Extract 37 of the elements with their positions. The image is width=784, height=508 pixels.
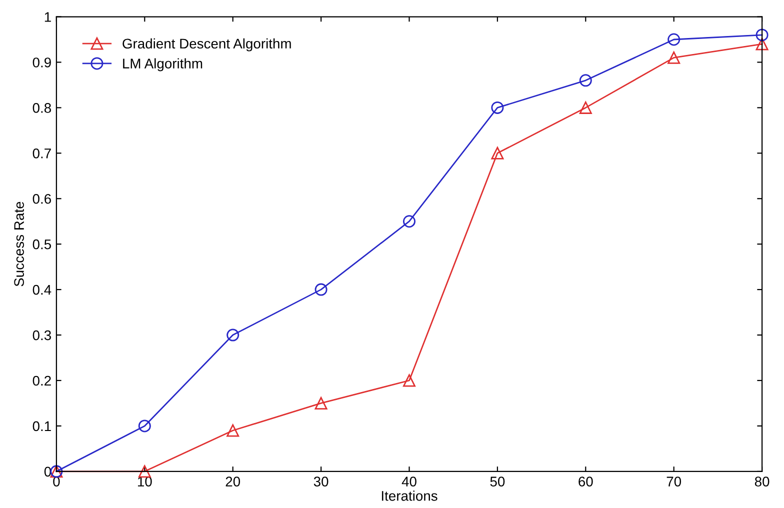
y-tick-label: 0.9 bbox=[32, 58, 51, 68]
point bbox=[403, 215, 416, 228]
point bbox=[756, 38, 768, 50]
point bbox=[314, 396, 328, 410]
x-tick-label: 20 bbox=[226, 476, 240, 486]
x-tick-label: 80 bbox=[754, 476, 770, 486]
x-tick-label: 40 bbox=[402, 476, 416, 486]
point bbox=[226, 328, 240, 342]
point bbox=[314, 283, 328, 296]
y-tick-label: 0.5 bbox=[32, 239, 52, 250]
y-tick-label: 0.4 bbox=[32, 284, 52, 295]
x-tick-label: 60 bbox=[578, 476, 593, 486]
point bbox=[491, 146, 504, 160]
y-tick-label: 0.1 bbox=[32, 421, 51, 432]
x-tick-label: 50 bbox=[490, 476, 505, 486]
point bbox=[668, 33, 680, 46]
y-tick-label: 0.3 bbox=[32, 330, 51, 340]
x-tick-label: 70 bbox=[666, 476, 682, 486]
point bbox=[403, 374, 416, 387]
point bbox=[756, 28, 768, 42]
y-tick-label: 0.7 bbox=[32, 148, 51, 158]
y-tick-label: 1 bbox=[44, 12, 51, 22]
y-tick-label: 0.8 bbox=[32, 103, 51, 113]
point bbox=[668, 51, 680, 64]
point bbox=[138, 420, 151, 432]
point bbox=[579, 74, 592, 87]
point bbox=[226, 424, 240, 437]
point bbox=[579, 101, 592, 114]
point bbox=[138, 465, 151, 478]
x-axis-title: Iterations bbox=[382, 490, 438, 501]
point bbox=[491, 101, 504, 114]
y-axis-title: Success Rate bbox=[14, 202, 24, 286]
y-tick-label: 0.2 bbox=[32, 376, 51, 386]
x-tick-label: 30 bbox=[314, 476, 328, 486]
legend-label: LM Algorithm bbox=[123, 58, 202, 72]
legend-label: Gradient Descent Algorithm bbox=[122, 38, 291, 52]
y-tick-label: 0.6 bbox=[32, 194, 51, 204]
